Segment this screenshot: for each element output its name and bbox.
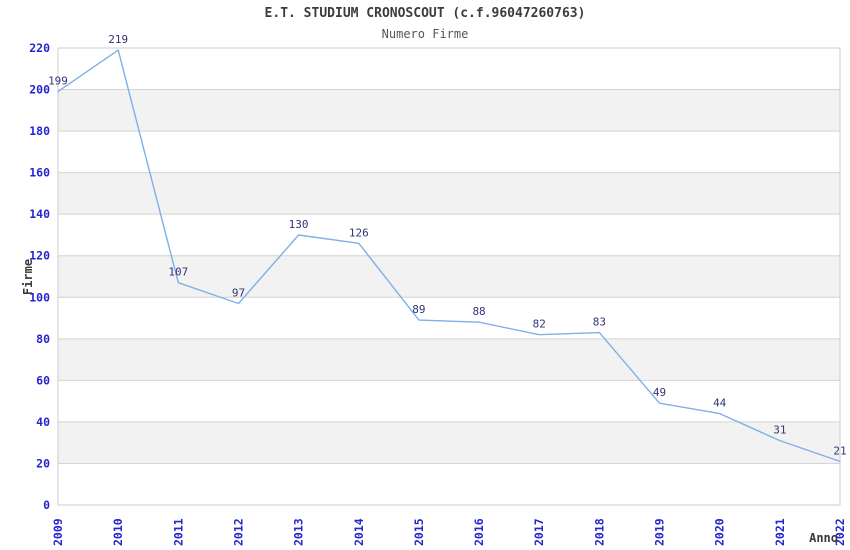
point-label: 49 [653,386,666,399]
point-label: 97 [232,287,245,300]
grid-band [58,338,840,381]
chart-subtitle: Numero Firme [381,27,469,41]
y-tick-label: 160 [29,166,50,180]
point-label: 130 [289,218,309,231]
y-tick-label: 200 [29,83,50,97]
y-tick-label: 80 [36,332,50,346]
x-tick-label: 2021 [773,518,787,546]
x-tick-label: 2022 [833,518,847,546]
grid-band [58,172,840,215]
y-tick-label: 100 [29,290,50,304]
x-tick-label: 2010 [111,518,125,546]
plot-border [57,47,841,506]
chart-title: E.T. STUDIUM CRONOSCOUT (c.f.96047260763… [264,6,586,21]
point-label: 107 [168,266,188,279]
x-tick-label: 2018 [592,518,606,546]
point-label: 126 [349,226,369,239]
x-tick-label: 2016 [472,518,486,546]
y-axis-title: Firme [21,258,35,296]
y-tick-label: 220 [29,41,50,55]
x-tick-label: 2019 [653,518,667,546]
point-label: 31 [773,424,786,437]
point-label: 82 [533,318,546,331]
grid-band [58,89,840,132]
y-tick-label: 0 [43,498,50,512]
x-tick-label: 2009 [51,518,65,546]
series-line [57,49,841,463]
x-axis-title: Anno [809,531,838,545]
grid-band [58,421,840,464]
point-label: 44 [713,397,727,410]
point-label: 21 [833,444,846,457]
x-tick-label: 2011 [171,518,185,546]
grid-band [58,255,840,298]
x-tick-label: 2014 [352,518,366,546]
y-tick-label: 140 [29,207,50,221]
y-tick-label: 180 [29,124,50,138]
point-label: 219 [108,33,128,46]
point-label: 83 [593,316,606,329]
point-label: 89 [412,303,425,316]
x-tick-label: 2017 [532,518,546,546]
y-tick-label: 20 [36,456,50,470]
x-tick-label: 2012 [231,518,245,546]
x-tick-label: 2015 [412,518,426,546]
x-tick-label: 2013 [292,518,306,546]
point-label: 88 [472,305,485,318]
y-tick-label: 40 [36,415,50,429]
y-tick-label: 120 [29,249,50,263]
point-label: 199 [48,75,68,88]
x-tick-label: 2020 [713,518,727,546]
y-tick-label: 60 [36,373,50,387]
